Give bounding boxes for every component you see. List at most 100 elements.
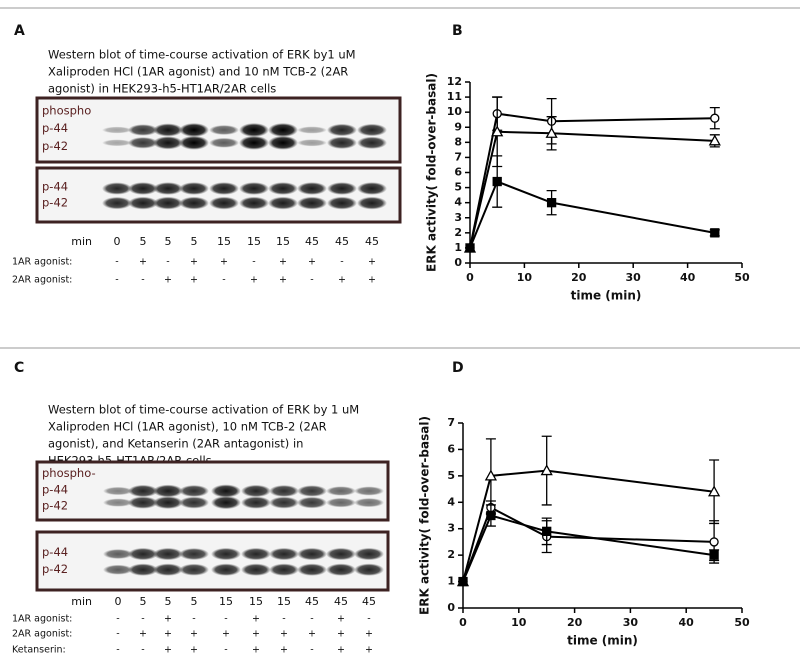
row-value: -: [340, 257, 343, 268]
x-tick-label: 50: [734, 271, 750, 284]
row-value: 5: [140, 595, 147, 608]
row-value: 5: [165, 595, 172, 608]
x-tick-label: 30: [623, 616, 639, 629]
blot-band: [357, 123, 387, 137]
row-value: +: [279, 275, 287, 286]
marker: [710, 228, 720, 238]
series-line: [469, 130, 715, 249]
y-tick-label: 7: [447, 416, 455, 429]
row-value: +: [250, 275, 258, 286]
blot-band: [354, 498, 384, 508]
marker: [540, 464, 553, 476]
blot-band: [239, 196, 269, 210]
band-label: p-42: [42, 499, 68, 513]
row-value: +: [139, 629, 147, 640]
blot-band: [179, 196, 209, 210]
row-value: -: [224, 645, 227, 656]
blot-band: [153, 196, 183, 210]
blot-band: [128, 547, 158, 561]
row-value: +: [164, 629, 172, 640]
x-tick-label: 40: [680, 271, 696, 284]
row-value: 15: [247, 235, 261, 248]
row-value: 5: [191, 235, 198, 248]
band-label: p-42: [42, 562, 68, 576]
blot-band: [297, 485, 327, 497]
blot-band: [327, 123, 357, 137]
row-value: +: [252, 614, 260, 625]
row-value: -: [116, 645, 119, 656]
row-value: +: [337, 614, 345, 625]
blot-band: [128, 196, 158, 210]
y-tick-label: 10: [447, 105, 463, 118]
blot-band: [128, 137, 158, 149]
row-value: +: [220, 257, 228, 268]
blot-band: [179, 548, 209, 561]
row-label: Ketanserin:: [12, 645, 66, 656]
y-tick-label: 7: [454, 150, 462, 163]
row-value: -: [115, 275, 118, 286]
blot-band: [128, 496, 158, 509]
series-line: [469, 112, 715, 249]
row-label: 2AR agonist:: [12, 629, 72, 640]
band-label: p-44: [42, 482, 68, 496]
row-value: +: [252, 629, 260, 640]
row-value: 5: [165, 235, 172, 248]
blot-caption: Xaliproden HCl (1AR agonist), 10 nM TCB-…: [48, 420, 327, 434]
series-line: [462, 469, 715, 582]
row-value: +: [337, 629, 345, 640]
x-tick-label: 0: [459, 616, 467, 629]
panel-label: A: [14, 23, 25, 39]
row-value: +: [139, 257, 147, 268]
blot-band: [211, 496, 241, 510]
blot-band: [269, 485, 299, 497]
blot-band: [241, 496, 271, 509]
blot-band: [297, 139, 327, 147]
row-value: 15: [277, 595, 291, 608]
row-value: -: [310, 614, 313, 625]
row-value: -: [310, 275, 313, 286]
blot-band: [102, 139, 132, 147]
row-value: 45: [335, 235, 349, 248]
blot-band: [268, 182, 298, 195]
blot-band: [128, 124, 158, 136]
blot-band: [179, 182, 209, 195]
blot-band: [103, 498, 133, 507]
row-value: 0: [114, 235, 121, 248]
x-tick-label: 50: [734, 616, 750, 629]
blot-band: [179, 496, 209, 509]
blot-band: [103, 549, 133, 560]
band-label: p-42: [42, 196, 68, 210]
blot-band: [327, 182, 357, 195]
blot-band: [103, 564, 133, 575]
blot-band: [209, 196, 239, 210]
row-value: 45: [305, 595, 319, 608]
x-tick-label: 40: [679, 616, 695, 629]
row-value: -: [116, 629, 119, 640]
row-value: -: [141, 645, 144, 656]
x-tick-label: 30: [626, 271, 642, 284]
row-value: -: [224, 614, 227, 625]
marker: [492, 176, 502, 187]
y-tick-label: 2: [454, 226, 462, 239]
row-value: -: [192, 614, 195, 625]
row-value: -: [115, 257, 118, 268]
row-value: -: [310, 645, 313, 656]
blot-band: [327, 196, 357, 210]
x-axis-label: time (min): [567, 634, 638, 648]
row-value: +: [365, 629, 373, 640]
panel-label: B: [452, 23, 463, 39]
marker: [458, 576, 468, 587]
y-tick-label: 3: [447, 522, 455, 535]
row-value: 45: [334, 595, 348, 608]
blot-band: [209, 137, 239, 148]
row-value: 15: [249, 595, 263, 608]
row-value: +: [280, 629, 288, 640]
row-label: min: [71, 235, 92, 248]
row-value: +: [308, 629, 316, 640]
row-value: 45: [365, 235, 379, 248]
band-label: p-42: [42, 139, 68, 153]
blot-frame: [35, 166, 402, 224]
row-value: +: [365, 645, 373, 656]
blot-band: [269, 563, 299, 576]
blot-caption: Western blot of time-course activation o…: [48, 403, 359, 417]
